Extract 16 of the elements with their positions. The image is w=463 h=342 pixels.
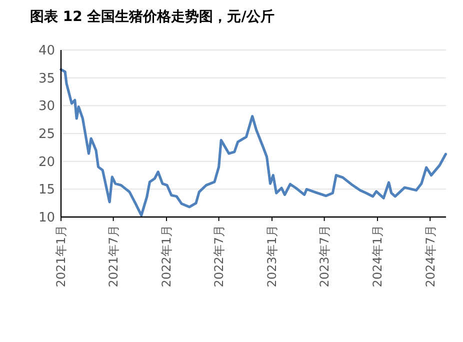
y-tick-label: 35 (38, 71, 55, 86)
x-tick-label: 2023年1月 (265, 225, 280, 288)
x-tick-label: 2022年7月 (212, 225, 226, 288)
x-tick-label: 2021年7月 (106, 225, 121, 288)
y-tick-label: 25 (38, 127, 55, 142)
x-tick-label: 2023年7月 (318, 225, 332, 288)
y-tick-label: 40 (38, 44, 55, 59)
y-tick-label: 20 (38, 154, 55, 170)
y-tick-label: 30 (38, 99, 55, 114)
x-tick-label: 2022年1月 (160, 225, 174, 288)
x-tick-label: 2024年7月 (423, 225, 438, 288)
x-tick-label: 2021年1月 (54, 225, 68, 288)
y-tick-label: 10 (38, 210, 55, 226)
x-tick-label: 2024年1月 (370, 225, 385, 288)
y-tick-label: 15 (38, 182, 55, 198)
chart-title: 图表 12 全国生猪价格走势图，元/公斤 (30, 8, 274, 25)
